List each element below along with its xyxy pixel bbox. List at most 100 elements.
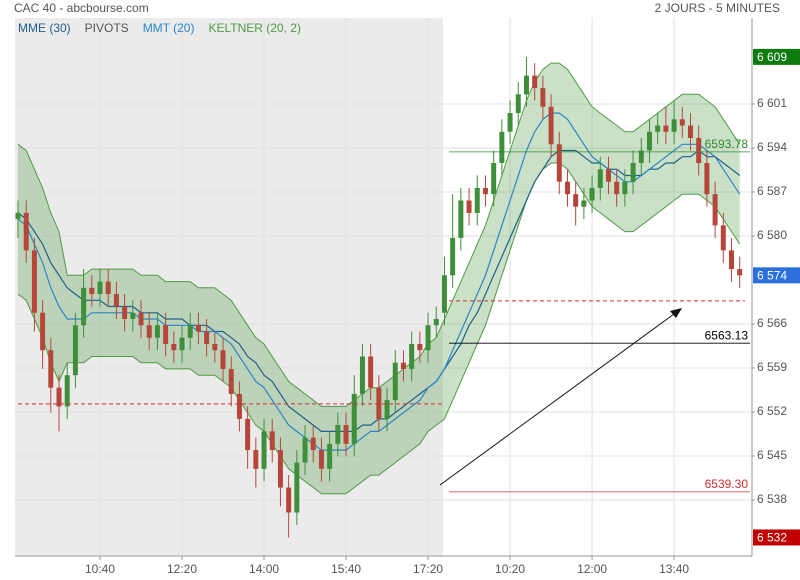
candle-body xyxy=(540,88,546,107)
candle-body xyxy=(294,462,300,513)
pivot-label: 6539.30 xyxy=(705,477,749,491)
candle-body xyxy=(671,119,677,132)
candle-body xyxy=(130,312,136,320)
candle-body xyxy=(23,212,29,251)
candle-body xyxy=(687,125,693,139)
candle-body xyxy=(679,119,685,126)
candle-body xyxy=(138,312,144,326)
candle-body xyxy=(146,325,152,338)
candle-body xyxy=(458,200,464,238)
candle-body xyxy=(310,437,316,451)
legend-item: MMT (20) xyxy=(143,21,195,35)
trend-arrow xyxy=(439,313,675,486)
x-tick-label: 15:40 xyxy=(331,562,361,576)
moving-average xyxy=(17,112,741,451)
candle-body xyxy=(663,125,669,132)
price-marker xyxy=(753,529,800,546)
candle-body xyxy=(179,337,185,351)
candle-body xyxy=(187,325,193,338)
candle-body xyxy=(195,325,201,332)
candle-body xyxy=(737,269,743,276)
candle-body xyxy=(359,356,365,394)
keltner-lower xyxy=(17,162,741,495)
candle-body xyxy=(655,125,661,132)
y-tick-label: 6 552 xyxy=(757,404,787,418)
x-tick-label: 13:40 xyxy=(659,562,689,576)
candle-body xyxy=(236,393,242,419)
candle-body xyxy=(597,169,603,188)
candle-body xyxy=(220,350,226,369)
candle-body xyxy=(245,418,251,451)
chart-subtitle: 2 JOURS - 5 MINUTES xyxy=(655,1,780,15)
candle-body xyxy=(523,75,529,95)
candle-body xyxy=(605,169,611,182)
legend: MME (30) PIVOTS MMT (20) KELTNER (20, 2) xyxy=(18,21,301,35)
price-marker xyxy=(753,48,800,65)
candle-body xyxy=(515,94,521,114)
candle-body xyxy=(433,319,439,326)
candle-body xyxy=(228,368,234,394)
candle-body xyxy=(335,425,341,444)
candle-body xyxy=(97,281,103,295)
candle-body xyxy=(482,187,488,195)
candle-body xyxy=(392,362,398,401)
candle-body xyxy=(204,331,210,344)
candle-body xyxy=(564,181,570,195)
candle-body xyxy=(728,250,734,270)
candle-body xyxy=(548,106,554,145)
arrow-head xyxy=(670,308,682,318)
y-tick-label: 6 545 xyxy=(757,448,787,462)
candle-body xyxy=(56,387,62,407)
candle-body xyxy=(704,162,710,195)
y-tick-label: 6 580 xyxy=(757,228,787,242)
x-tick-label: 10:40 xyxy=(85,562,115,576)
candle-body xyxy=(400,362,406,369)
candle-body xyxy=(154,325,160,338)
candle-body xyxy=(466,200,472,213)
candle-body xyxy=(277,450,283,488)
y-tick-label: 6 587 xyxy=(757,184,787,198)
candle-body xyxy=(376,387,382,419)
pivot-label: 6593.78 xyxy=(705,137,749,151)
candle-body xyxy=(64,375,70,407)
candle-body xyxy=(581,200,587,207)
candle-body xyxy=(105,281,111,295)
candle-body xyxy=(72,325,78,376)
candle-body xyxy=(646,131,652,151)
x-tick-label: 17:20 xyxy=(413,562,443,576)
x-tick-label: 10:20 xyxy=(495,562,525,576)
y-tick-label: 6 559 xyxy=(757,360,787,374)
legend-item: KELTNER (20, 2) xyxy=(208,21,300,35)
candle-body xyxy=(622,181,628,195)
candle-body xyxy=(40,312,46,351)
candle-body xyxy=(409,343,415,369)
candle-body xyxy=(368,356,374,388)
candle-body xyxy=(89,287,95,295)
candle-body xyxy=(327,443,333,469)
candle-body xyxy=(499,131,505,163)
candle-body xyxy=(556,144,562,182)
candle-body xyxy=(286,487,292,513)
candle-body xyxy=(31,250,37,313)
previous-session-shade xyxy=(15,18,443,556)
candle-body xyxy=(712,194,718,226)
price-marker-label: 6 609 xyxy=(757,50,787,64)
candle-body xyxy=(573,194,579,207)
candle-body xyxy=(212,343,218,351)
grid xyxy=(15,18,752,556)
candle-body xyxy=(614,181,620,195)
candle-body xyxy=(343,425,349,444)
candle-body xyxy=(351,393,357,444)
x-tick-label: 14:00 xyxy=(249,562,279,576)
candle-body xyxy=(253,450,259,469)
y-tick-label: 6 538 xyxy=(757,492,787,506)
pivot-label: 6563.13 xyxy=(705,328,749,342)
candle-body xyxy=(15,212,21,220)
candle-body xyxy=(384,400,390,419)
candle-body xyxy=(441,275,447,313)
candle-body xyxy=(302,437,308,463)
x-tick-label: 12:00 xyxy=(577,562,607,576)
y-tick-label: 6 566 xyxy=(757,316,787,330)
candle-body xyxy=(589,187,595,201)
